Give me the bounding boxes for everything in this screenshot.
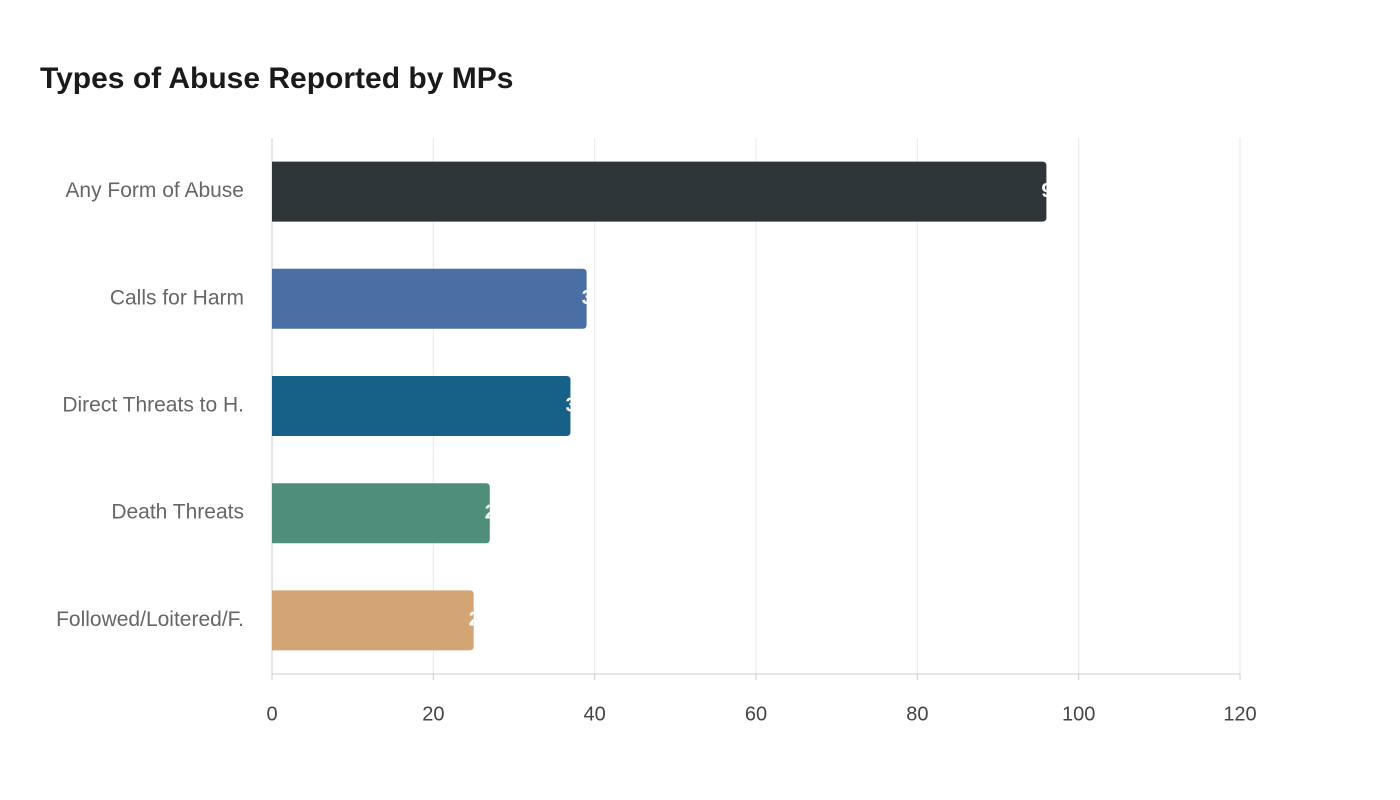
value-label: 39 [582, 287, 604, 309]
x-tick-label: 80 [906, 703, 928, 725]
x-tick-label: 120 [1223, 703, 1256, 725]
bar [272, 268, 587, 329]
y-tick-label: Followed/Loitered/F. [56, 608, 244, 631]
value-label: 25 [469, 609, 491, 631]
y-tick-label: Death Threats [111, 501, 244, 524]
bar [272, 590, 474, 651]
y-tick-label: Any Form of Abuse [65, 179, 244, 202]
bar [272, 483, 490, 544]
bar [272, 376, 571, 436]
x-tick-label: 0 [266, 703, 277, 725]
y-tick-label: Direct Threats to H. [62, 394, 244, 417]
value-label: 37 [565, 394, 587, 416]
y-tick-label: Calls for Harm [110, 286, 244, 309]
value-label: 27 [485, 501, 507, 523]
chart-title: Types of Abuse Reported by MPs [40, 62, 513, 95]
value-label: 96 [1041, 180, 1063, 202]
x-tick-label: 60 [745, 703, 767, 725]
x-tick-label: 20 [422, 703, 444, 725]
x-tick-label: 100 [1062, 703, 1095, 725]
x-tick-label: 40 [584, 703, 606, 725]
bar [272, 161, 1047, 222]
